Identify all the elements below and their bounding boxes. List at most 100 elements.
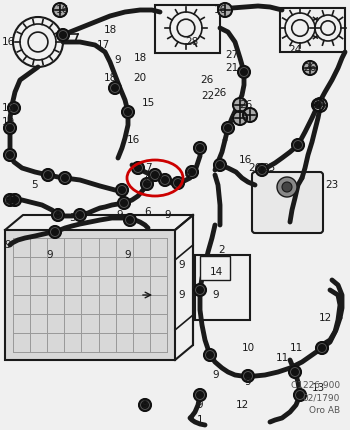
Circle shape bbox=[55, 212, 61, 218]
Circle shape bbox=[4, 194, 16, 206]
Circle shape bbox=[53, 3, 67, 17]
Circle shape bbox=[119, 187, 125, 194]
FancyBboxPatch shape bbox=[200, 256, 230, 280]
Text: 9: 9 bbox=[47, 250, 53, 260]
Circle shape bbox=[159, 174, 171, 186]
Text: 26: 26 bbox=[303, 63, 317, 73]
Bar bbox=[280, 8, 345, 52]
Circle shape bbox=[295, 142, 301, 148]
Text: 26: 26 bbox=[214, 88, 227, 98]
Circle shape bbox=[118, 197, 130, 209]
Text: 15: 15 bbox=[1, 103, 15, 113]
Circle shape bbox=[11, 104, 17, 111]
Text: 5: 5 bbox=[32, 180, 38, 190]
Circle shape bbox=[74, 209, 86, 221]
Circle shape bbox=[194, 389, 206, 401]
Text: 2: 2 bbox=[219, 245, 225, 255]
Circle shape bbox=[194, 284, 206, 296]
Text: 23: 23 bbox=[326, 180, 339, 190]
Circle shape bbox=[218, 3, 232, 17]
Circle shape bbox=[12, 197, 18, 203]
Text: 11: 11 bbox=[275, 353, 289, 363]
Text: 9: 9 bbox=[213, 370, 219, 380]
Circle shape bbox=[197, 392, 203, 398]
Text: 19: 19 bbox=[1, 117, 15, 127]
Circle shape bbox=[45, 172, 51, 178]
Text: C1226 900
02/1790
Oro AB: C1226 900 02/1790 Oro AB bbox=[291, 381, 340, 415]
Bar bbox=[5, 230, 175, 360]
Text: 8: 8 bbox=[145, 175, 151, 185]
Text: 26: 26 bbox=[200, 75, 214, 85]
Text: 27: 27 bbox=[225, 50, 239, 60]
Circle shape bbox=[319, 345, 325, 351]
Text: 12: 12 bbox=[235, 400, 248, 410]
Text: 9: 9 bbox=[142, 400, 148, 410]
Circle shape bbox=[243, 108, 257, 122]
Circle shape bbox=[52, 229, 58, 235]
Circle shape bbox=[9, 194, 21, 206]
Text: 26: 26 bbox=[239, 100, 253, 110]
Text: 9: 9 bbox=[165, 210, 171, 220]
Text: 9: 9 bbox=[245, 377, 251, 387]
Circle shape bbox=[315, 102, 321, 108]
Circle shape bbox=[141, 178, 153, 190]
Circle shape bbox=[172, 177, 184, 189]
Text: 22: 22 bbox=[201, 91, 215, 101]
Circle shape bbox=[7, 125, 13, 131]
Text: 26: 26 bbox=[313, 100, 327, 110]
Text: 9: 9 bbox=[5, 240, 11, 250]
Text: 9: 9 bbox=[197, 400, 203, 410]
Text: 16: 16 bbox=[1, 37, 15, 47]
Circle shape bbox=[259, 167, 265, 173]
Text: 9: 9 bbox=[179, 290, 185, 300]
Circle shape bbox=[135, 165, 141, 171]
Circle shape bbox=[225, 125, 231, 131]
Circle shape bbox=[256, 164, 268, 176]
Text: 18: 18 bbox=[133, 53, 147, 63]
Circle shape bbox=[186, 166, 198, 178]
Circle shape bbox=[233, 98, 247, 112]
Text: 9: 9 bbox=[5, 195, 11, 205]
Circle shape bbox=[42, 169, 54, 181]
Circle shape bbox=[4, 122, 16, 134]
Circle shape bbox=[207, 352, 213, 358]
Text: 26: 26 bbox=[248, 163, 262, 173]
Circle shape bbox=[149, 169, 161, 181]
Circle shape bbox=[312, 99, 324, 111]
Circle shape bbox=[313, 98, 327, 112]
Text: 1: 1 bbox=[197, 415, 203, 425]
FancyBboxPatch shape bbox=[252, 172, 323, 233]
Text: 18: 18 bbox=[103, 25, 117, 35]
Text: 11: 11 bbox=[289, 343, 303, 353]
Circle shape bbox=[204, 349, 216, 361]
Text: 14: 14 bbox=[209, 267, 223, 277]
Circle shape bbox=[59, 172, 71, 184]
Circle shape bbox=[142, 402, 148, 408]
Text: 17: 17 bbox=[96, 40, 110, 50]
Circle shape bbox=[222, 122, 234, 134]
Circle shape bbox=[144, 181, 150, 187]
Text: 10: 10 bbox=[241, 343, 254, 353]
Circle shape bbox=[7, 152, 13, 158]
Circle shape bbox=[109, 82, 121, 94]
Circle shape bbox=[132, 162, 144, 174]
Circle shape bbox=[292, 369, 298, 375]
Text: 12: 12 bbox=[318, 313, 332, 323]
Text: 9: 9 bbox=[125, 250, 131, 260]
Circle shape bbox=[316, 342, 328, 354]
Circle shape bbox=[77, 212, 83, 218]
Circle shape bbox=[62, 175, 68, 181]
Circle shape bbox=[277, 177, 297, 197]
Circle shape bbox=[303, 61, 317, 75]
Circle shape bbox=[122, 106, 134, 118]
Circle shape bbox=[139, 399, 151, 411]
Bar bbox=[195, 255, 250, 320]
Text: 21: 21 bbox=[225, 63, 239, 73]
Circle shape bbox=[241, 69, 247, 75]
Text: 6: 6 bbox=[145, 207, 151, 217]
Circle shape bbox=[8, 102, 20, 114]
Circle shape bbox=[238, 66, 250, 78]
Circle shape bbox=[189, 169, 195, 175]
Circle shape bbox=[4, 149, 16, 161]
Circle shape bbox=[194, 142, 206, 154]
